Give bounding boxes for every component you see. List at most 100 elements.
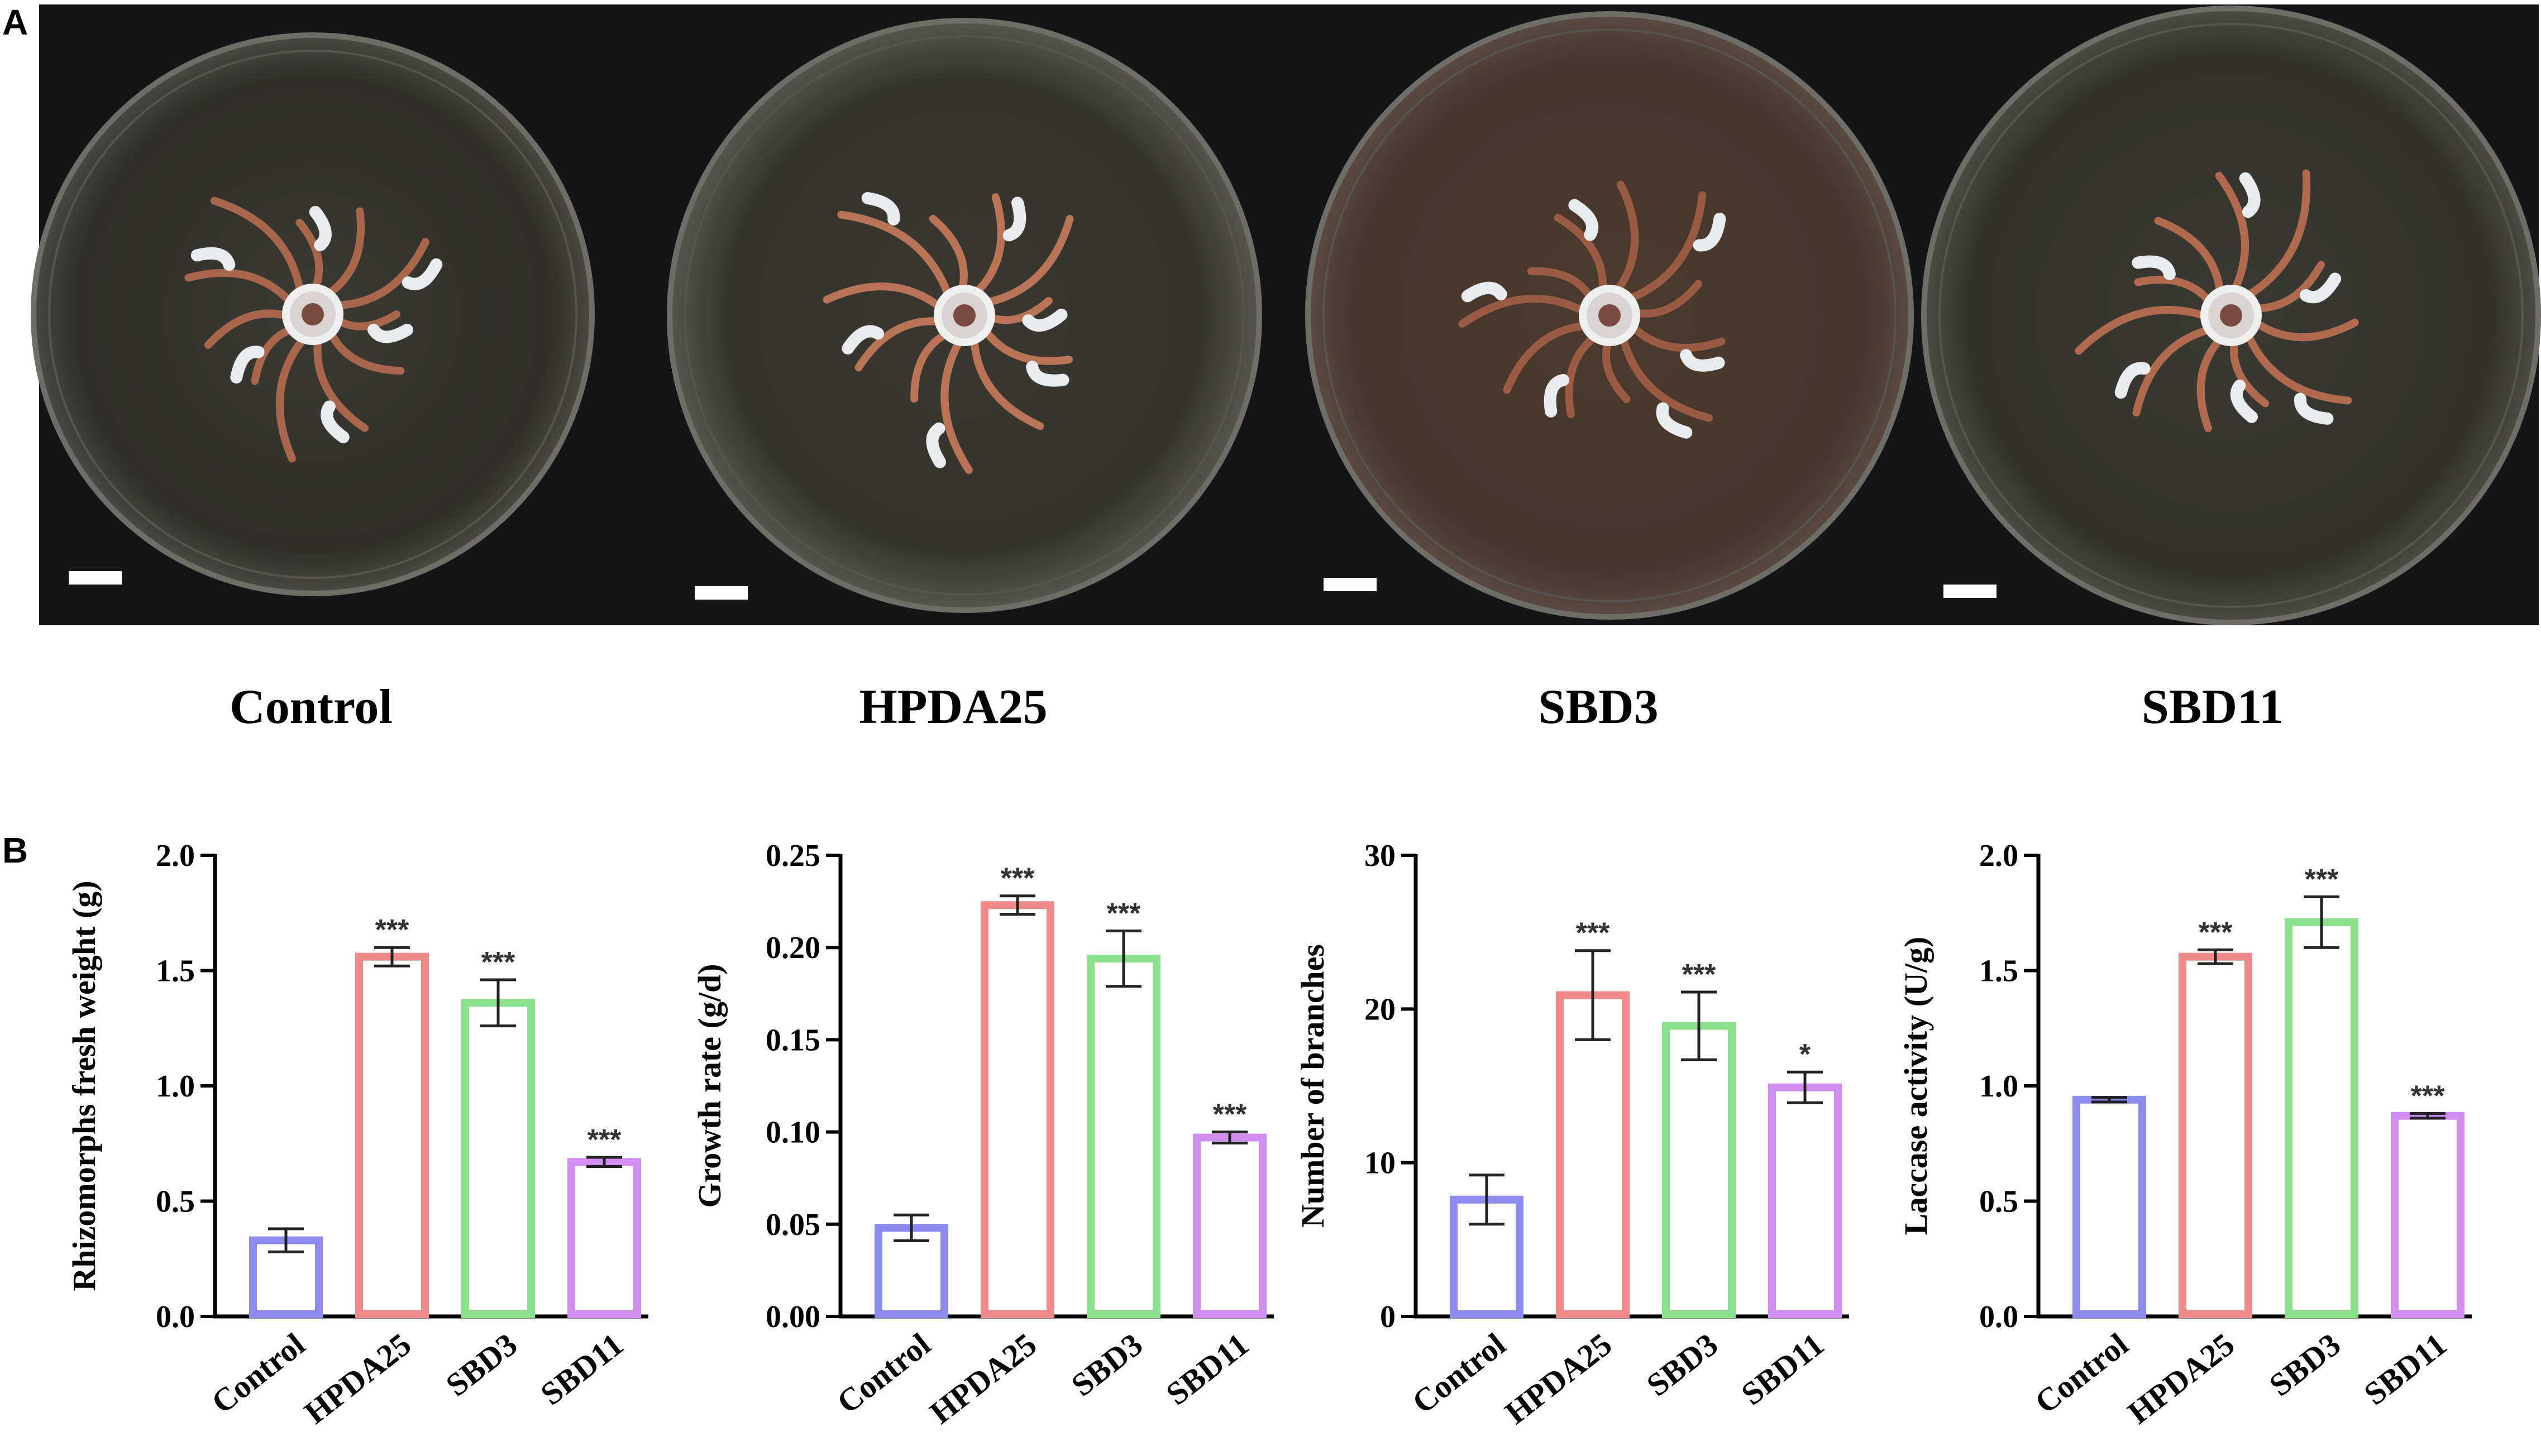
mycelium-tip [2132, 255, 2176, 280]
mycelium-tip [1022, 308, 1068, 332]
y-axis-title: Growth rate (g/d) [691, 964, 728, 1208]
panel-a-letter: A [2, 2, 28, 42]
rhizomorph-strand [969, 325, 1044, 430]
x-category-label-hpda25: HPDA25 [923, 1326, 1043, 1431]
y-tick-label: 0.05 [766, 1208, 820, 1242]
rhizomorph-strand [323, 238, 429, 310]
inoculum-core [953, 304, 976, 327]
plate-label-sbd3: SBD3 [1538, 680, 1658, 734]
chart-laccase-activity-u-g: 0.0 0.5 1.0 1.5 2.0 Laccase activity (U/g) Con… [1898, 839, 2472, 1431]
mycelium-tip [190, 247, 236, 271]
y-tick-label: 30 [1364, 839, 1396, 873]
bar-sbd3 [461, 999, 535, 1318]
significance-label-sbd11: * [1799, 1038, 1811, 1071]
inoculum-core [1598, 304, 1621, 327]
significance-label-hpda25: *** [2199, 916, 2233, 949]
mycelium-tip [1656, 402, 1693, 439]
y-tick-label: 0.10 [766, 1115, 820, 1150]
mycelium-tip [2114, 362, 2151, 399]
mycelium-tip [1568, 199, 1599, 241]
inoculum-core [2220, 304, 2242, 327]
x-category-label-sbd11: SBD11 [1159, 1326, 1255, 1412]
mycelium-tip [1544, 373, 1570, 418]
y-tick-label: 0.0 [156, 1300, 195, 1334]
y-tick-label: 2.0 [156, 839, 195, 873]
bar-sbd3 [2285, 918, 2358, 1318]
rhizomorph-strand [2215, 171, 2249, 303]
rhizomorph-colony-control [184, 197, 443, 463]
chart-number-of-branches: 0 10 20 30 Number of branches Control *** HPDA2… [1295, 839, 1849, 1431]
mycelium-tip [402, 258, 443, 290]
y-tick-label: 0.25 [766, 839, 820, 873]
rhizomorph-strand [837, 210, 956, 309]
rhizomorph-strand [1616, 191, 1707, 306]
significance-label-hpda25: *** [1576, 917, 1610, 950]
significance-label-sbd11: *** [588, 1124, 622, 1156]
rhizomorph-strand [275, 327, 314, 463]
significance-label-sbd3: *** [1682, 959, 1716, 991]
bar-sbd3 [1087, 955, 1160, 1319]
mycelium-tip [309, 205, 332, 252]
y-tick-label: 0.15 [766, 1023, 820, 1057]
mycelium-tip [1461, 281, 1507, 303]
mycelium-tip [2239, 172, 2261, 218]
rhizomorph-colony-sbd11 [2075, 169, 2359, 432]
rhizomorph-strand [823, 282, 952, 318]
mycelium-tip [926, 422, 947, 468]
x-category-label-sbd11: SBD11 [2357, 1326, 2453, 1412]
bar-sbd11 [1193, 1133, 1267, 1318]
mycelium-tip [1026, 361, 1069, 387]
scale-bar [1324, 578, 1377, 591]
bar-hpda25 [355, 952, 429, 1318]
rhizomorph-strand [1617, 323, 1713, 422]
x-category-label-sbd3: SBD3 [1640, 1326, 1725, 1404]
plate-label-hpda25: HPDA25 [859, 680, 1047, 734]
bar-control [2072, 1095, 2146, 1319]
y-axis-title: Rhizomorphs fresh weight (g) [66, 880, 102, 1291]
x-category-label-hpda25: HPDA25 [2121, 1326, 2241, 1431]
charts-layer: 0.0 0.5 1.0 1.5 2.0 Rhizomorphs fresh weight … [66, 839, 2472, 1431]
y-tick-label: 1.0 [1979, 1069, 2018, 1104]
x-category-label-control: Control [2028, 1326, 2135, 1421]
chart-rhizomorphs-fresh-weight-g: 0.0 0.5 1.0 1.5 2.0 Rhizomorphs fresh weight … [66, 839, 648, 1431]
rhizomorph-strand [2075, 306, 2219, 355]
x-category-label-sbd11: SBD11 [1735, 1326, 1831, 1412]
plate-control [31, 32, 595, 596]
significance-label-sbd3: *** [2305, 863, 2339, 895]
y-tick-label: 0.20 [766, 931, 820, 965]
plate-label-control: Control [230, 680, 393, 734]
y-tick-label: 1.5 [1979, 954, 2018, 989]
mycelium-tip [2299, 272, 2342, 304]
rhizomorph-strand [2132, 323, 2224, 417]
x-category-label-sbd3: SBD3 [439, 1326, 524, 1404]
y-tick-label: 20 [1364, 992, 1396, 1027]
rhizomorph-strand [210, 197, 306, 306]
rhizomorph-strand [184, 269, 301, 314]
plate-hpda25 [667, 18, 1262, 613]
petri-dish-rim-sbd3 [1322, 28, 1897, 602]
x-category-label-hpda25: HPDA25 [298, 1326, 418, 1431]
plate-label-sbd11: SBD11 [2142, 680, 2284, 734]
y-tick-label: 10 [1364, 1146, 1396, 1181]
y-tick-label: 0.00 [766, 1300, 820, 1334]
mycelium-tip [1680, 349, 1725, 372]
bar-sbd11 [567, 1158, 641, 1319]
rhizomorph-strand [973, 214, 1074, 308]
y-tick-label: 0 [1380, 1300, 1396, 1334]
y-axis-title: Number of branches [1295, 944, 1331, 1228]
x-category-label-control: Control [830, 1326, 937, 1421]
bar-sbd11 [1768, 1083, 1842, 1318]
mycelium-tip [2294, 392, 2334, 425]
inoculum-core [302, 303, 324, 325]
significance-label-sbd11: *** [2411, 1080, 2445, 1113]
rhizomorph-strand [1458, 294, 1597, 328]
rhizomorph-colony-sbd3 [1458, 180, 1726, 439]
mycelium-tip [842, 325, 885, 355]
significance-label-hpda25: *** [375, 914, 409, 946]
y-tick-label: 1.0 [156, 1069, 195, 1104]
bar-sbd11 [2391, 1112, 2464, 1318]
y-tick-label: 2.0 [1979, 839, 2018, 873]
petri-dish-rim-hpda25 [684, 35, 1245, 596]
x-category-label-control: Control [204, 1326, 312, 1421]
